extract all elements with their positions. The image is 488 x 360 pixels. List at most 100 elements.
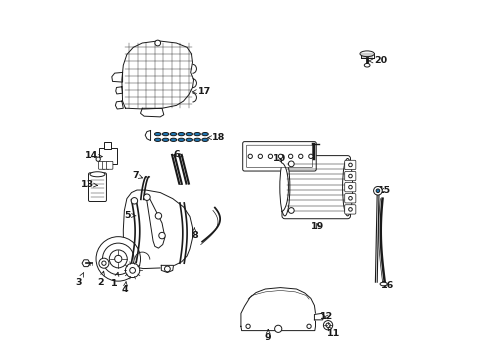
FancyBboxPatch shape xyxy=(344,171,355,181)
Circle shape xyxy=(348,163,351,167)
Ellipse shape xyxy=(170,132,176,136)
Circle shape xyxy=(373,186,382,195)
Text: 17: 17 xyxy=(192,86,210,95)
Text: 13: 13 xyxy=(81,180,97,189)
Polygon shape xyxy=(122,41,193,109)
FancyBboxPatch shape xyxy=(88,173,106,202)
Text: 20: 20 xyxy=(368,57,386,66)
Circle shape xyxy=(115,255,122,262)
Circle shape xyxy=(159,232,165,239)
Text: 2: 2 xyxy=(97,271,104,287)
Circle shape xyxy=(288,208,294,213)
Circle shape xyxy=(129,267,135,273)
Ellipse shape xyxy=(162,138,168,141)
Circle shape xyxy=(323,320,332,330)
Circle shape xyxy=(96,237,140,281)
Polygon shape xyxy=(115,101,123,109)
Ellipse shape xyxy=(279,158,289,216)
Ellipse shape xyxy=(185,132,192,136)
Text: 12: 12 xyxy=(320,312,333,321)
Ellipse shape xyxy=(170,138,176,141)
FancyBboxPatch shape xyxy=(106,161,113,169)
Ellipse shape xyxy=(178,132,184,136)
Circle shape xyxy=(164,266,170,272)
Text: 10: 10 xyxy=(272,154,285,163)
FancyBboxPatch shape xyxy=(99,161,105,169)
Circle shape xyxy=(325,323,329,327)
Text: 8: 8 xyxy=(190,228,197,240)
Polygon shape xyxy=(145,194,164,248)
Circle shape xyxy=(155,40,160,46)
Circle shape xyxy=(306,324,310,328)
FancyBboxPatch shape xyxy=(102,161,109,169)
Ellipse shape xyxy=(202,138,208,141)
Ellipse shape xyxy=(202,132,208,136)
Text: 11: 11 xyxy=(326,326,339,338)
Polygon shape xyxy=(161,265,173,273)
Polygon shape xyxy=(116,87,122,94)
Circle shape xyxy=(288,154,292,158)
Bar xyxy=(104,142,111,149)
Circle shape xyxy=(288,161,294,167)
Circle shape xyxy=(375,189,379,193)
Circle shape xyxy=(102,243,134,275)
Ellipse shape xyxy=(154,138,161,141)
FancyBboxPatch shape xyxy=(246,145,312,167)
Ellipse shape xyxy=(379,282,386,286)
FancyBboxPatch shape xyxy=(282,156,350,219)
Circle shape xyxy=(348,174,351,178)
Circle shape xyxy=(102,261,106,265)
Polygon shape xyxy=(112,72,122,82)
Text: 18: 18 xyxy=(207,133,225,142)
Circle shape xyxy=(245,324,250,328)
Circle shape xyxy=(155,213,162,219)
Ellipse shape xyxy=(154,132,161,136)
Ellipse shape xyxy=(364,63,369,67)
Circle shape xyxy=(278,154,282,158)
Circle shape xyxy=(348,185,351,189)
Text: 15: 15 xyxy=(377,185,390,194)
Ellipse shape xyxy=(194,138,200,141)
FancyBboxPatch shape xyxy=(344,205,355,214)
Circle shape xyxy=(109,250,127,268)
Circle shape xyxy=(268,154,272,158)
Circle shape xyxy=(274,325,281,332)
Ellipse shape xyxy=(185,138,192,141)
Text: 3: 3 xyxy=(76,273,83,287)
Polygon shape xyxy=(82,260,90,267)
Polygon shape xyxy=(241,288,315,330)
FancyBboxPatch shape xyxy=(242,141,316,171)
Circle shape xyxy=(131,198,137,204)
Circle shape xyxy=(348,208,351,211)
Ellipse shape xyxy=(178,138,184,141)
Circle shape xyxy=(96,157,100,161)
Text: 19: 19 xyxy=(311,222,324,231)
Circle shape xyxy=(298,154,302,158)
Text: 1: 1 xyxy=(111,272,119,288)
Text: 7: 7 xyxy=(132,171,142,180)
Ellipse shape xyxy=(194,132,200,136)
Text: 9: 9 xyxy=(264,329,271,342)
Circle shape xyxy=(348,197,351,200)
Ellipse shape xyxy=(359,51,373,57)
Polygon shape xyxy=(314,314,324,320)
FancyBboxPatch shape xyxy=(344,194,355,203)
Polygon shape xyxy=(145,131,150,140)
Polygon shape xyxy=(123,190,192,269)
Circle shape xyxy=(143,194,150,201)
Text: 14: 14 xyxy=(84,152,102,161)
Bar xyxy=(360,53,373,58)
Circle shape xyxy=(99,258,109,268)
Ellipse shape xyxy=(342,158,352,216)
Text: 6: 6 xyxy=(173,150,183,159)
Ellipse shape xyxy=(90,172,105,177)
FancyBboxPatch shape xyxy=(99,148,117,163)
Text: 4: 4 xyxy=(122,282,128,294)
Circle shape xyxy=(125,263,140,278)
Polygon shape xyxy=(140,108,163,117)
Circle shape xyxy=(247,154,252,158)
FancyBboxPatch shape xyxy=(344,160,355,170)
Circle shape xyxy=(308,154,312,158)
Ellipse shape xyxy=(162,132,168,136)
Text: 16: 16 xyxy=(380,281,393,290)
